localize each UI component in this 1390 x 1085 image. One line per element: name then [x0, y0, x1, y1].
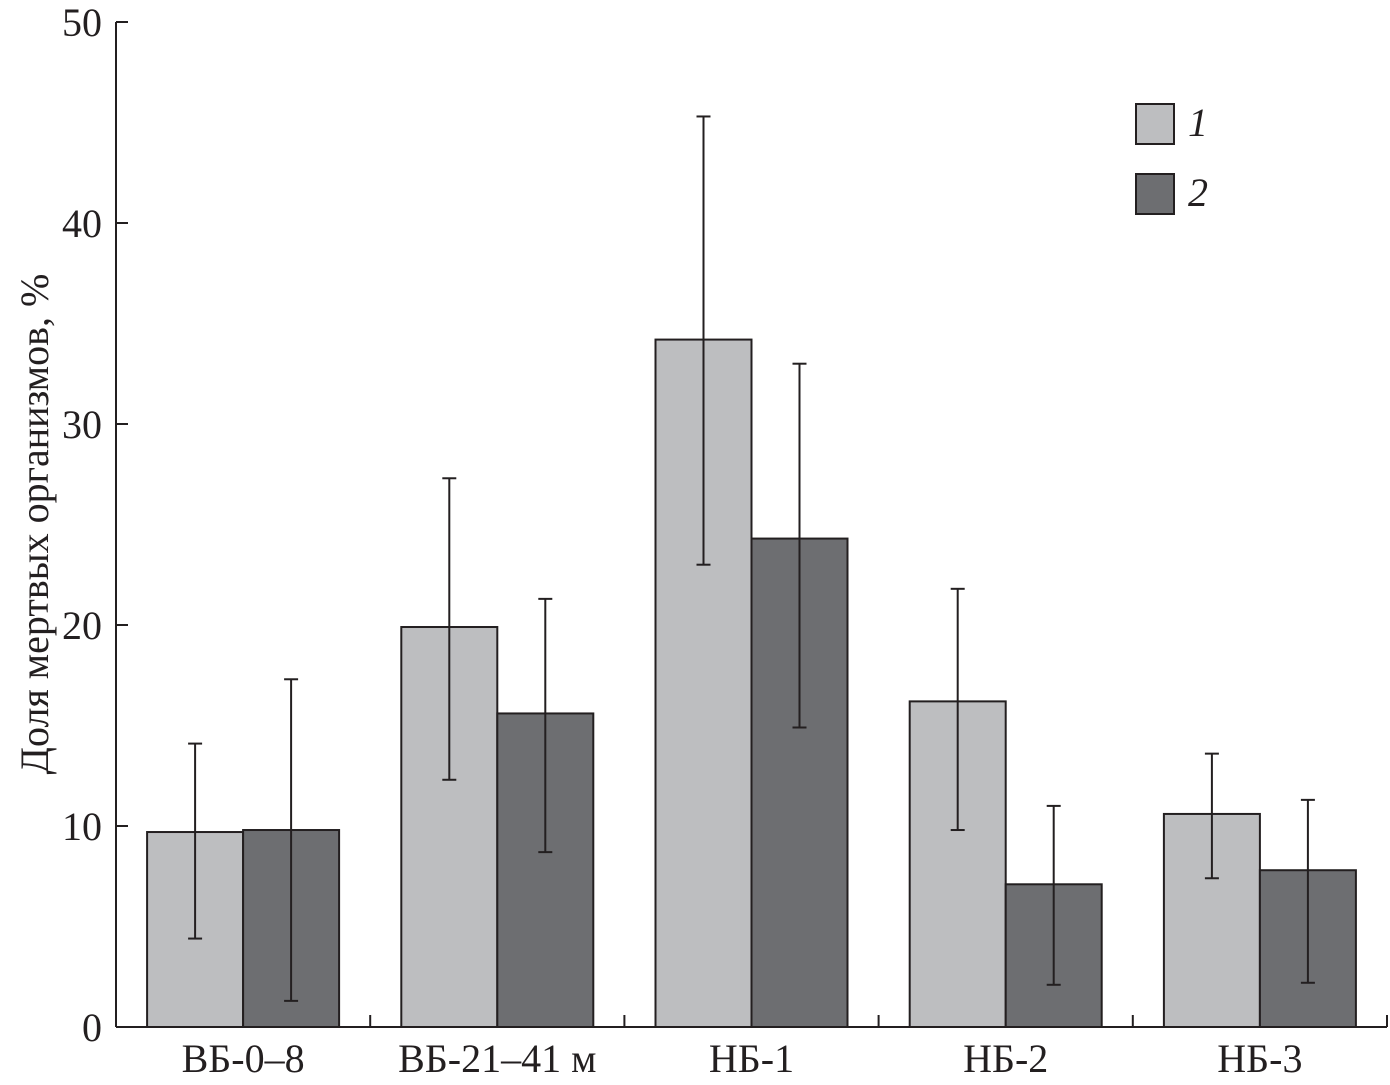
y-tick-label: 20	[62, 603, 102, 648]
bars	[146, 338, 1357, 1029]
y-tick-label: 0	[82, 1005, 102, 1050]
x-tick-label: ВБ-21–41 м	[398, 1036, 596, 1081]
legend-swatch-1	[1135, 103, 1175, 145]
x-ticks: ВБ-0–8 ВБ-21–41 м НБ-1 НБ-2 НБ-3	[115, 1015, 1388, 1081]
x-tick-label: НБ-3	[1217, 1036, 1302, 1081]
y-tick-label: 10	[62, 804, 102, 849]
y-axis-label: Доля мертвых организмов, %	[12, 274, 57, 775]
x-tick-label: ВБ-0–8	[182, 1036, 305, 1081]
legend: 12	[1135, 100, 1208, 215]
y-ticks: 0 10 20 30 40 50	[62, 0, 128, 1050]
x-tick-label: НБ-1	[709, 1036, 794, 1081]
x-tick-label: НБ-2	[963, 1036, 1048, 1081]
y-tick-label: 30	[62, 402, 102, 447]
legend-swatch-2	[1135, 173, 1175, 215]
legend-label: 1	[1188, 100, 1208, 145]
y-tick-label: 50	[62, 0, 102, 45]
y-tick-label: 40	[62, 201, 102, 246]
legend-label: 2	[1188, 170, 1208, 215]
error-bars	[188, 115, 1315, 1002]
